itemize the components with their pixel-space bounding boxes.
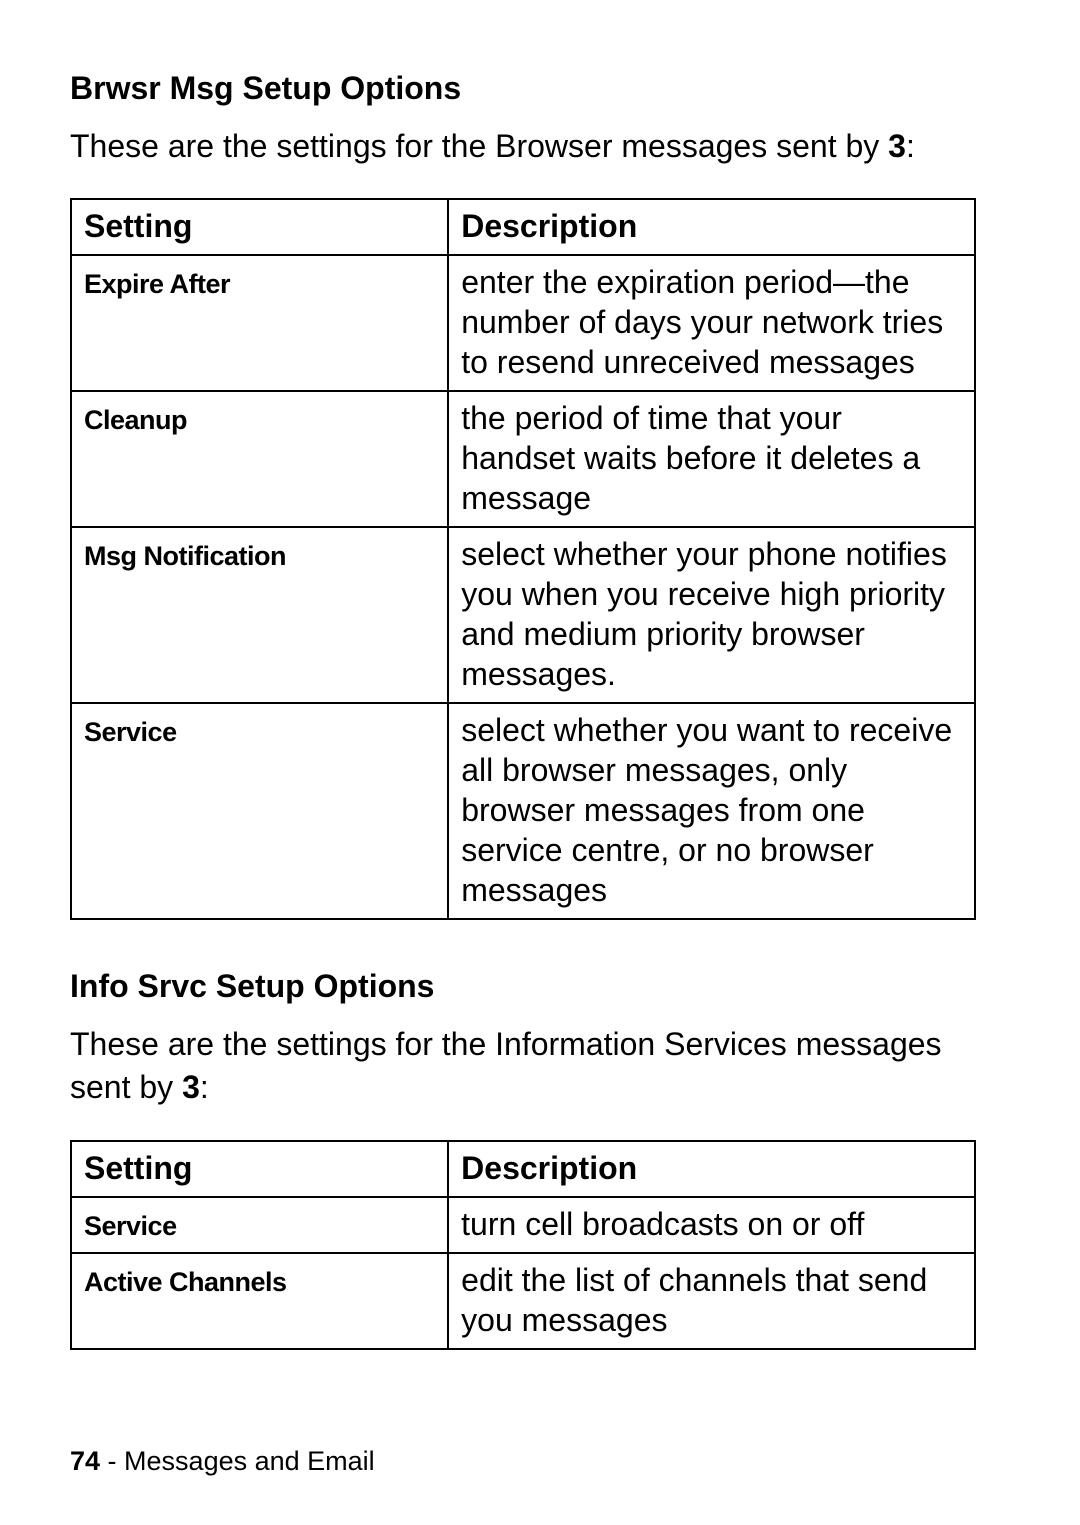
section1-th-setting: Setting bbox=[71, 199, 448, 255]
setting-description: edit the list of channels that send you … bbox=[448, 1253, 975, 1349]
section2-intro-suffix: : bbox=[200, 1069, 209, 1105]
footer-separator: - bbox=[100, 1446, 124, 1476]
section2-th-setting: Setting bbox=[71, 1141, 448, 1197]
section2-intro: These are the settings for the Informati… bbox=[70, 1023, 1010, 1109]
footer-chapter: Messages and Email bbox=[124, 1446, 375, 1476]
table-row: Service turn cell broadcasts on or off bbox=[71, 1197, 975, 1253]
setting-description: the period of time that your handset wai… bbox=[448, 391, 975, 527]
table-row: Service select whether you want to recei… bbox=[71, 703, 975, 919]
setting-label: Active Channels bbox=[84, 1267, 287, 1297]
section1-intro-prefix: These are the settings for the Browser m… bbox=[70, 128, 888, 164]
section2-th-description: Description bbox=[448, 1141, 975, 1197]
section1-intro: These are the settings for the Browser m… bbox=[70, 125, 1010, 168]
section2-intro-bold: 3 bbox=[182, 1069, 200, 1105]
section2-table: Setting Description Service turn cell br… bbox=[70, 1140, 976, 1350]
setting-label: Expire After bbox=[84, 269, 230, 299]
section1-table: Setting Description Expire After enter t… bbox=[70, 198, 976, 920]
setting-label: Msg Notification bbox=[84, 541, 286, 571]
table-row: Expire After enter the expiration period… bbox=[71, 255, 975, 391]
setting-description: select whether you want to receive all b… bbox=[448, 703, 975, 919]
table-row: Cleanup the period of time that your han… bbox=[71, 391, 975, 527]
page-number: 74 bbox=[70, 1446, 100, 1476]
table-row: Active Channels edit the list of channel… bbox=[71, 1253, 975, 1349]
setting-description: turn cell broadcasts on or off bbox=[448, 1197, 975, 1253]
section1-intro-bold: 3 bbox=[888, 128, 906, 164]
setting-description: enter the expiration period—the number o… bbox=[448, 255, 975, 391]
section1-intro-suffix: : bbox=[906, 128, 915, 164]
table-row: Msg Notification select whether your pho… bbox=[71, 527, 975, 703]
setting-label: Service bbox=[84, 1211, 177, 1241]
setting-label: Cleanup bbox=[84, 405, 187, 435]
section2-heading: Info Srvc Setup Options bbox=[70, 968, 1010, 1005]
page-footer: 74 - Messages and Email bbox=[70, 1446, 375, 1477]
setting-description: select whether your phone notifies you w… bbox=[448, 527, 975, 703]
section1-heading: Brwsr Msg Setup Options bbox=[70, 70, 1010, 107]
section1-th-description: Description bbox=[448, 199, 975, 255]
setting-label: Service bbox=[84, 717, 177, 747]
